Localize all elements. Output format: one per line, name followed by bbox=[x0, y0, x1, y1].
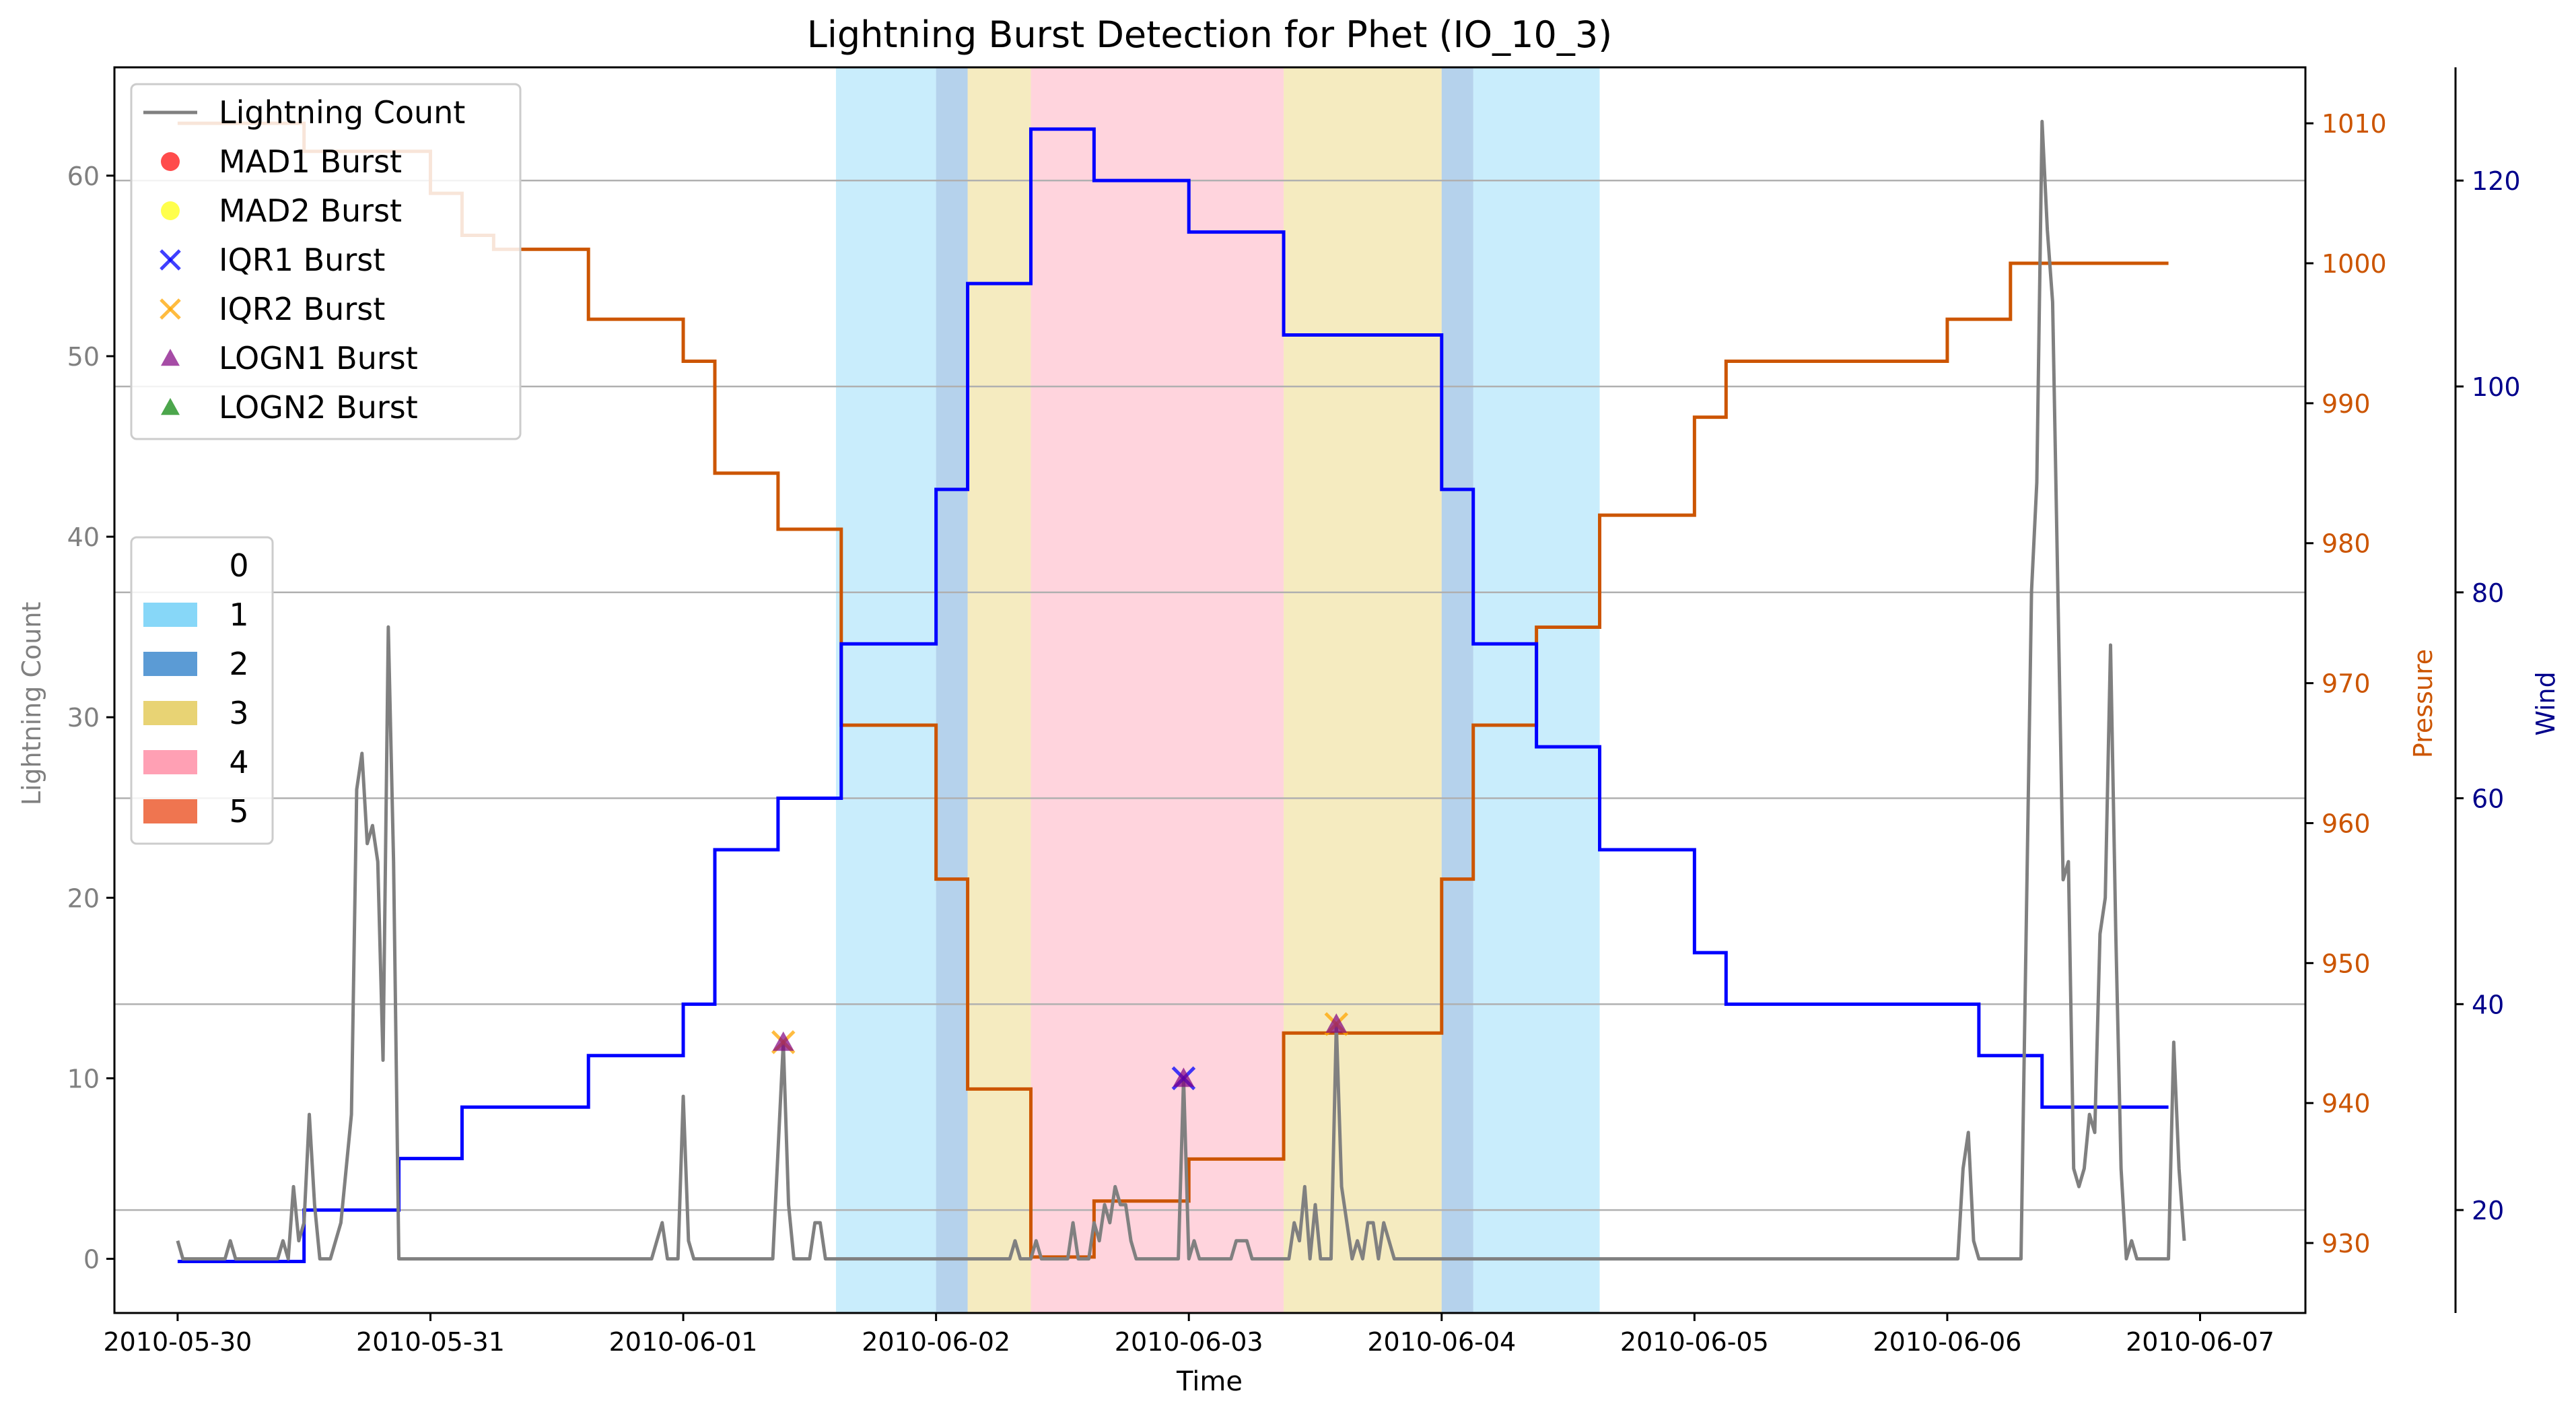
legend-label: LOGN1 Burst bbox=[219, 340, 418, 376]
legend-swatch bbox=[143, 652, 197, 676]
x-tick-label: 2010-06-03 bbox=[1115, 1327, 1263, 1357]
legend-swatch bbox=[161, 152, 180, 171]
category-span-2 bbox=[1441, 67, 1473, 1313]
x-tick-label: 2010-06-01 bbox=[609, 1327, 758, 1357]
legend-label: 3 bbox=[229, 695, 248, 731]
x-axis-label: Time bbox=[1176, 1366, 1243, 1397]
left-tick-label: 60 bbox=[67, 162, 100, 191]
category-legend-box bbox=[130, 536, 274, 845]
x-tick-label: 2010-05-31 bbox=[356, 1327, 505, 1357]
wind-line bbox=[177, 127, 2169, 1264]
plot-frame bbox=[113, 66, 2307, 1314]
legend-label: 2 bbox=[229, 646, 248, 682]
pressure-tick-label: 980 bbox=[2322, 529, 2371, 559]
category-span-2 bbox=[936, 67, 968, 1313]
pressure-tick-label: 950 bbox=[2322, 949, 2371, 978]
y-axis-label-pressure: Pressure bbox=[2408, 649, 2438, 758]
x-tick-label: 2010-06-06 bbox=[1873, 1327, 2022, 1357]
legend-label: 1 bbox=[229, 597, 248, 633]
x-tick-label: 2010-05-30 bbox=[103, 1327, 252, 1357]
left-tick-label: 20 bbox=[67, 883, 100, 913]
legend-label: IQR2 Burst bbox=[219, 291, 385, 327]
legend-label: Lightning Count bbox=[219, 94, 465, 131]
legend-label: MAD2 Burst bbox=[219, 193, 402, 229]
x-tick-label: 2010-06-07 bbox=[2126, 1327, 2274, 1357]
plot-area: 0102030405060930940950960970980990100010… bbox=[67, 66, 2521, 1357]
pressure-tick-label: 970 bbox=[2322, 669, 2371, 699]
legend-swatch bbox=[160, 298, 181, 320]
left-tick-label: 0 bbox=[83, 1245, 100, 1275]
legend-swatch bbox=[161, 398, 180, 415]
legend-swatch-stroke bbox=[160, 249, 181, 271]
legend-swatch bbox=[160, 249, 181, 271]
series-legend-box bbox=[130, 83, 522, 440]
legend-label: 5 bbox=[229, 793, 248, 830]
legend-swatch bbox=[143, 799, 197, 823]
pressure-tick-label: 960 bbox=[2322, 809, 2371, 838]
lightning-count-line bbox=[176, 119, 2186, 1261]
left-tick-label: 30 bbox=[67, 703, 100, 733]
y-axis-label-wind: Wind bbox=[2531, 671, 2561, 736]
pressure-tick-label: 1000 bbox=[2322, 249, 2387, 279]
legend-swatch bbox=[143, 701, 197, 725]
burst-marker bbox=[772, 1031, 794, 1051]
legend-swatch bbox=[143, 553, 197, 578]
legend-swatch bbox=[143, 750, 197, 774]
legend-label: 0 bbox=[229, 547, 248, 584]
category-span-1 bbox=[835, 67, 936, 1313]
wind-tick-label: 100 bbox=[2472, 372, 2521, 402]
x-tick-label: 2010-06-05 bbox=[1620, 1327, 1769, 1357]
pressure-tick-label: 990 bbox=[2322, 389, 2371, 419]
legend-label: MAD1 Burst bbox=[219, 143, 402, 180]
wind-tick-label: 60 bbox=[2472, 784, 2504, 814]
x-tick-label: 2010-06-02 bbox=[862, 1327, 1010, 1357]
legend-swatch bbox=[161, 201, 180, 220]
y-axis-label-left: Lightning Count bbox=[17, 602, 46, 806]
legend-swatch-stroke bbox=[160, 298, 181, 320]
legend-label: 4 bbox=[229, 744, 248, 780]
pressure-tick-label: 930 bbox=[2322, 1229, 2371, 1258]
burst-marker bbox=[1325, 1013, 1348, 1033]
wind-tick-label: 80 bbox=[2472, 578, 2504, 608]
pressure-tick-label: 940 bbox=[2322, 1089, 2371, 1118]
legend-swatch bbox=[161, 349, 180, 366]
wind-tick-label: 20 bbox=[2472, 1196, 2504, 1225]
left-tick-label: 10 bbox=[67, 1064, 100, 1093]
legend-swatch bbox=[143, 603, 197, 627]
left-tick-label: 40 bbox=[67, 522, 100, 552]
category-span-3 bbox=[1284, 67, 1442, 1313]
category-span-4 bbox=[1031, 67, 1284, 1313]
pressure-tick-label: 1010 bbox=[2322, 109, 2387, 139]
category-span-3 bbox=[967, 67, 1031, 1313]
chart-title: Lightning Burst Detection for Phet (IO_1… bbox=[807, 13, 1613, 56]
series-legend: Lightning Count MAD1 Burst MAD2 Burst IQR1 … bbox=[130, 83, 522, 440]
category-legend: 0 1 2 3 4 5 bbox=[130, 536, 274, 845]
wind-tick-label: 120 bbox=[2472, 166, 2521, 196]
burst-marker bbox=[1173, 1067, 1195, 1087]
wind-tick-label: 40 bbox=[2472, 990, 2504, 1019]
left-tick-label: 50 bbox=[67, 342, 100, 372]
x-tick-label: 2010-06-04 bbox=[1367, 1327, 1516, 1357]
legend-label: LOGN2 Burst bbox=[219, 389, 418, 426]
legend-label: IQR1 Burst bbox=[219, 242, 385, 278]
